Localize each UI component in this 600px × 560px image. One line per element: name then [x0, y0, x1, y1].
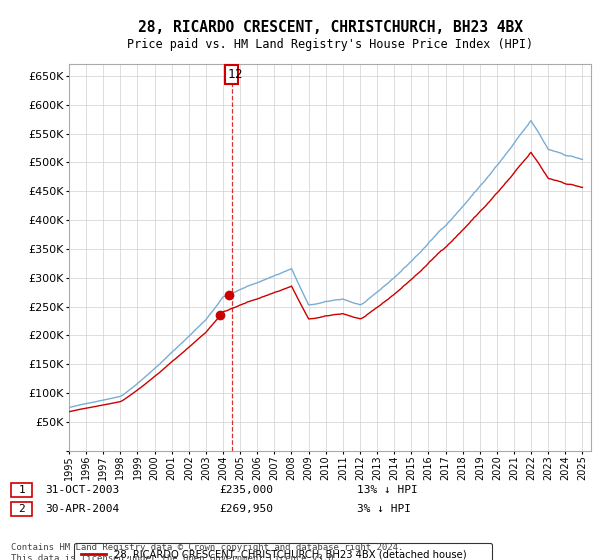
Legend: 28, RICARDO CRESCENT, CHRISTCHURCH, BH23 4BX (detached house), HPI: Average pric: 28, RICARDO CRESCENT, CHRISTCHURCH, BH23…: [74, 543, 491, 560]
Text: 30-APR-2004: 30-APR-2004: [45, 504, 119, 514]
Text: 1: 1: [18, 485, 25, 495]
Text: 31-OCT-2003: 31-OCT-2003: [45, 485, 119, 495]
Text: £235,000: £235,000: [219, 485, 273, 495]
Text: 1: 1: [228, 68, 235, 81]
Text: 2: 2: [18, 504, 25, 514]
Text: Price paid vs. HM Land Registry's House Price Index (HPI): Price paid vs. HM Land Registry's House …: [127, 38, 533, 51]
Text: £269,950: £269,950: [219, 504, 273, 514]
Text: 28, RICARDO CRESCENT, CHRISTCHURCH, BH23 4BX: 28, RICARDO CRESCENT, CHRISTCHURCH, BH23…: [137, 20, 523, 35]
Text: 13% ↓ HPI: 13% ↓ HPI: [357, 485, 418, 495]
Text: 2: 2: [234, 68, 241, 81]
Text: Contains HM Land Registry data © Crown copyright and database right 2024.
This d: Contains HM Land Registry data © Crown c…: [11, 543, 403, 560]
Text: 3% ↓ HPI: 3% ↓ HPI: [357, 504, 411, 514]
